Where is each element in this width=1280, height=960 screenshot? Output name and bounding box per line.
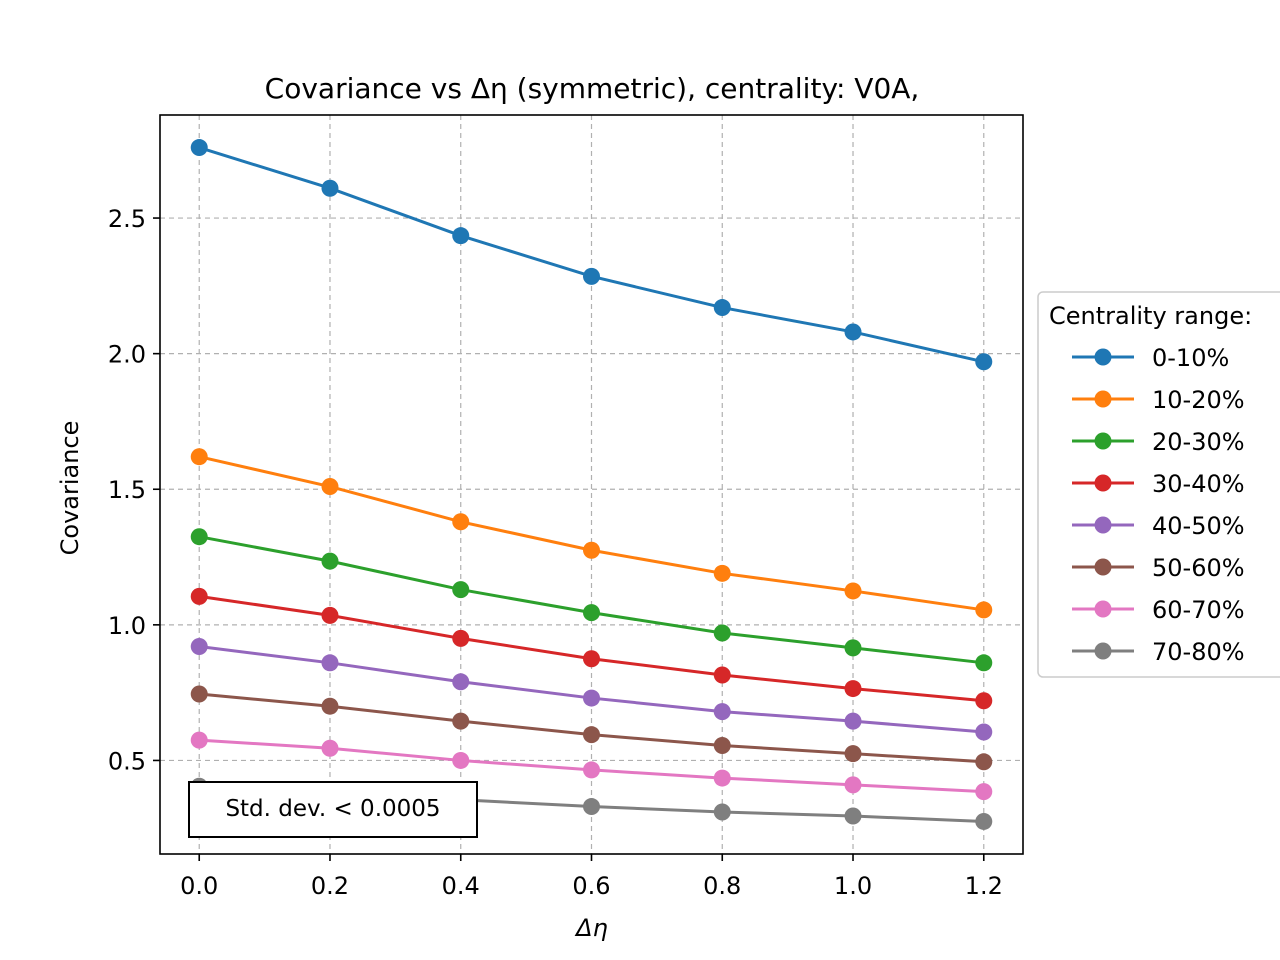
legend-marker-10-20% bbox=[1094, 390, 1112, 408]
data-point-20-30% bbox=[190, 528, 208, 546]
legend-box bbox=[1037, 291, 1280, 678]
y-axis-label: Covariance bbox=[56, 421, 84, 556]
y-tick-label: 1.5 bbox=[108, 476, 146, 504]
data-point-40-50% bbox=[452, 673, 470, 691]
series-layer bbox=[190, 139, 993, 830]
data-point-0-10% bbox=[975, 353, 993, 371]
x-tick-label: 0.2 bbox=[311, 872, 349, 900]
annotation-text: Std. dev. < 0.0005 bbox=[225, 796, 440, 822]
x-axis-label: Δη bbox=[574, 914, 608, 942]
data-point-50-60% bbox=[321, 697, 339, 715]
y-tick-label: 2.0 bbox=[108, 341, 146, 369]
legend-label-40-50%: 40-50% bbox=[1152, 512, 1245, 540]
legend-marker-70-80% bbox=[1094, 642, 1112, 660]
data-point-70-80% bbox=[844, 807, 862, 825]
data-point-30-40% bbox=[844, 680, 862, 698]
data-point-0-10% bbox=[321, 179, 339, 197]
x-tick-label: 0.0 bbox=[180, 872, 218, 900]
legend-marker-60-70% bbox=[1094, 600, 1112, 618]
data-point-40-50% bbox=[844, 712, 862, 730]
legend-label-30-40%: 30-40% bbox=[1152, 470, 1245, 498]
data-point-50-60% bbox=[190, 685, 208, 703]
data-point-60-70% bbox=[452, 751, 470, 769]
data-point-30-40% bbox=[583, 650, 600, 668]
data-point-50-60% bbox=[452, 712, 470, 730]
data-point-40-50% bbox=[190, 638, 208, 656]
x-tick-label: 1.0 bbox=[834, 872, 872, 900]
data-point-0-10% bbox=[583, 267, 600, 285]
x-tick-label: 1.2 bbox=[965, 872, 1003, 900]
legend-marker-30-40% bbox=[1094, 474, 1112, 492]
data-point-40-50% bbox=[975, 723, 993, 741]
legend-label-50-60%: 50-60% bbox=[1152, 554, 1245, 582]
data-point-60-70% bbox=[321, 739, 339, 757]
data-point-20-30% bbox=[452, 581, 470, 599]
y-tick-label: 2.5 bbox=[108, 205, 146, 233]
x-axis-ticks: 0.0 0.2 0.4 0.6 0.8 1.0 1.2 bbox=[180, 854, 1003, 900]
data-point-30-40% bbox=[975, 692, 993, 710]
legend-title: Centrality range: bbox=[1049, 302, 1252, 330]
data-point-70-80% bbox=[975, 812, 993, 830]
data-point-20-30% bbox=[975, 654, 993, 672]
data-point-20-30% bbox=[844, 639, 862, 657]
legend-marker-20-30% bbox=[1094, 432, 1112, 450]
data-point-10-20% bbox=[321, 478, 339, 496]
data-point-50-60% bbox=[583, 726, 600, 744]
data-point-10-20% bbox=[583, 541, 600, 559]
x-tick-label: 0.6 bbox=[572, 872, 610, 900]
data-point-70-80% bbox=[583, 798, 600, 816]
y-tick-label: 0.5 bbox=[108, 747, 146, 775]
legend-label-0-10%: 0-10% bbox=[1152, 344, 1229, 372]
data-point-10-20% bbox=[975, 601, 993, 619]
y-axis-ticks: 0.5 1.0 1.5 2.0 2.5 bbox=[108, 205, 160, 775]
chart-title: Covariance vs Δη (symmetric), centrality… bbox=[265, 72, 920, 105]
data-point-10-20% bbox=[713, 564, 731, 582]
data-point-60-70% bbox=[583, 761, 600, 779]
data-point-60-70% bbox=[190, 731, 208, 749]
data-point-30-40% bbox=[190, 587, 208, 605]
data-point-0-10% bbox=[452, 227, 470, 245]
data-point-40-50% bbox=[321, 654, 339, 672]
data-point-0-10% bbox=[190, 139, 208, 157]
legend-label-20-30%: 20-30% bbox=[1152, 428, 1245, 456]
legend-items: 0-10% 10-20% 20-30% 30-40% 40-50% 50-60% 60-70… bbox=[1072, 344, 1245, 666]
legend-marker-0-10% bbox=[1094, 348, 1112, 366]
data-point-60-70% bbox=[844, 776, 862, 794]
data-point-10-20% bbox=[190, 448, 208, 466]
data-point-50-60% bbox=[844, 745, 862, 763]
data-point-50-60% bbox=[713, 737, 731, 755]
data-point-50-60% bbox=[975, 753, 993, 771]
legend-label-70-80%: 70-80% bbox=[1152, 638, 1245, 666]
data-point-30-40% bbox=[321, 606, 339, 624]
y-tick-label: 1.0 bbox=[108, 612, 146, 640]
annotation-box: Std. dev. < 0.0005 bbox=[188, 781, 478, 838]
legend-marker-50-60% bbox=[1094, 558, 1112, 576]
data-point-30-40% bbox=[452, 629, 470, 647]
legend: Centrality range: 0-10% 10-20% 20-30% 30-40… bbox=[1037, 291, 1280, 678]
legend-marker-40-50% bbox=[1094, 516, 1112, 534]
data-point-10-20% bbox=[452, 513, 470, 531]
data-point-0-10% bbox=[844, 323, 862, 341]
data-point-40-50% bbox=[583, 689, 600, 707]
data-point-10-20% bbox=[844, 582, 862, 600]
data-point-60-70% bbox=[713, 769, 731, 787]
data-point-20-30% bbox=[321, 552, 339, 570]
data-point-60-70% bbox=[975, 783, 993, 801]
data-point-0-10% bbox=[713, 299, 731, 317]
legend-label-10-20%: 10-20% bbox=[1152, 386, 1245, 414]
data-point-20-30% bbox=[713, 624, 731, 642]
data-point-20-30% bbox=[583, 604, 600, 622]
x-tick-label: 0.8 bbox=[703, 872, 741, 900]
data-point-30-40% bbox=[713, 666, 731, 684]
legend-label-60-70%: 60-70% bbox=[1152, 596, 1245, 624]
x-tick-label: 0.4 bbox=[442, 872, 480, 900]
data-point-70-80% bbox=[713, 803, 731, 821]
data-point-40-50% bbox=[713, 703, 731, 721]
